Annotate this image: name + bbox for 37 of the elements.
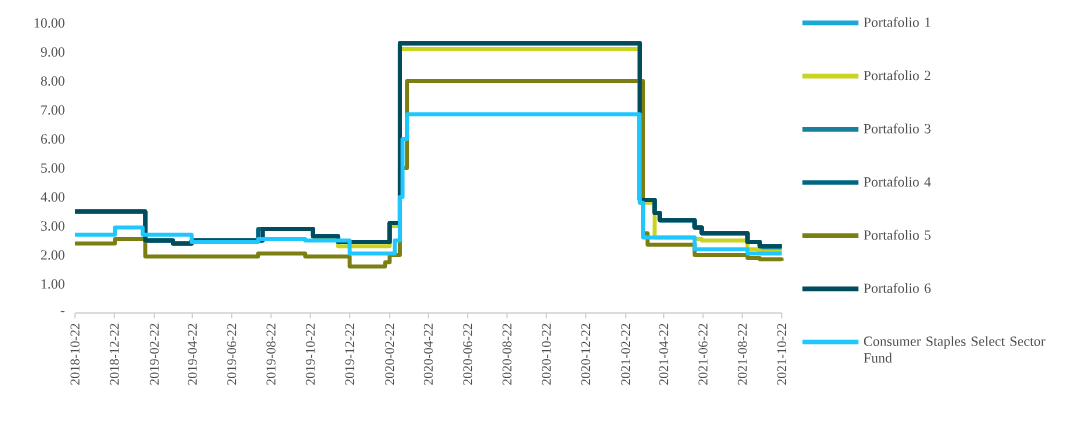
x-tick-label: 2020-12-22 xyxy=(581,323,591,385)
y-tick-label: 1.00 xyxy=(41,279,65,289)
x-tick-label: 2020-04-22 xyxy=(423,323,433,385)
y-tick-label: 3.00 xyxy=(41,221,65,231)
y-tick-label: 4.00 xyxy=(40,192,65,202)
x-tick-label: 2019-08-22 xyxy=(266,323,276,385)
y-tick-label: 10.00 xyxy=(34,18,65,28)
legend-label: Portafolio 6 xyxy=(863,282,931,293)
x-tick-label: 2021-04-22 xyxy=(659,323,669,385)
x-tick-label: 2020-08-22 xyxy=(502,323,512,385)
x-tick-label: 2020-02-22 xyxy=(385,323,395,385)
legend-label: Portafolio 4 xyxy=(863,176,931,187)
y-tick-label: 8.00 xyxy=(40,76,65,86)
x-tick-label: 2018-10-22 xyxy=(70,323,80,385)
legend-label: Consumer Staples Select Sector Fund xyxy=(863,336,1046,363)
x-tick-label: 2019-06-22 xyxy=(227,323,237,385)
x-tick-label: 2019-10-22 xyxy=(305,323,315,385)
x-tick-label: 2020-10-22 xyxy=(541,323,551,385)
y-tick-label: 5.00 xyxy=(41,163,65,173)
y-tick-label: - xyxy=(60,311,65,313)
y-tick-label: 2.00 xyxy=(41,250,65,260)
x-tick-label: 2019-04-22 xyxy=(187,323,197,385)
legend-label: Portafolio 2 xyxy=(863,70,931,81)
x-tick-label: 2020-06-22 xyxy=(463,323,473,385)
x-tick-label: 2019-12-22 xyxy=(345,323,355,385)
y-tick-label: 7.00 xyxy=(41,105,65,115)
x-tick-label: 2019-02-22 xyxy=(149,323,159,385)
y-tick-label: 9.00 xyxy=(40,47,65,57)
legend-label: Portafolio 5 xyxy=(863,229,931,240)
x-tick-label: 2021-02-22 xyxy=(621,323,631,385)
x-tick-label: 2018-12-22 xyxy=(109,323,119,385)
x-tick-label: 2021-08-22 xyxy=(737,323,747,385)
legend-label: Portafolio 1 xyxy=(863,17,931,28)
x-tick-label: 2021-06-22 xyxy=(698,323,708,385)
legend-label: Portafolio 3 xyxy=(863,123,931,134)
x-tick-label: 2021-10-22 xyxy=(777,323,787,385)
y-tick-label: 6.00 xyxy=(41,134,65,144)
